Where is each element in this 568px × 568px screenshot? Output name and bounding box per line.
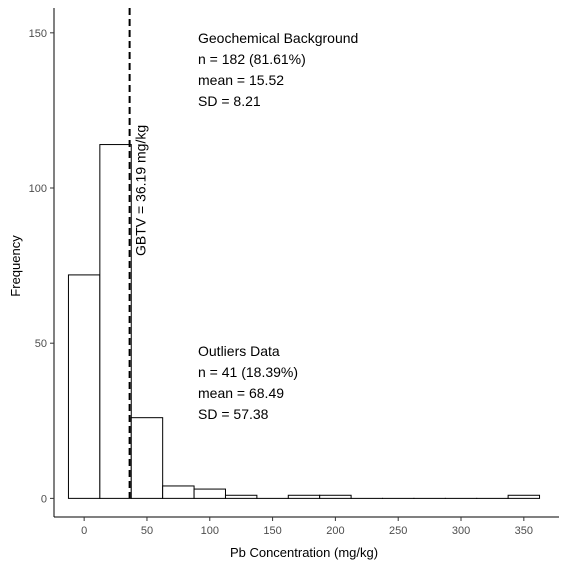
outliers-title: Outliers Data: [198, 343, 280, 359]
histogram-bar-7: [288, 495, 319, 498]
x-tick-label-0: 0: [81, 525, 87, 537]
gbtv-threshold-label: GBTV = 36.19 mg/kg: [133, 125, 149, 256]
outliers-mean: mean = 68.49: [198, 385, 284, 401]
background-annotation: Geochemical Background n = 182 (81.61%) …: [198, 30, 358, 109]
outliers-n: n = 41 (18.39%): [198, 364, 298, 380]
x-tick-label-150: 150: [263, 525, 281, 537]
histogram-bar-0: [68, 275, 99, 498]
x-tick-label-300: 300: [452, 525, 470, 537]
histogram-bar-1: [100, 145, 131, 499]
background-title: Geochemical Background: [198, 30, 358, 46]
x-tick-label-100: 100: [201, 525, 219, 537]
x-axis-title: Pb Concentration (mg/kg): [230, 545, 378, 560]
y-tick-label-0: 0: [41, 493, 47, 505]
y-tick-label-150: 150: [29, 28, 47, 40]
background-n: n = 182 (81.61%): [198, 51, 306, 67]
x-tick-label-350: 350: [515, 525, 533, 537]
x-tick-label-200: 200: [326, 525, 344, 537]
background-sd: SD = 8.21: [198, 93, 261, 109]
x-tick-label-50: 50: [141, 525, 153, 537]
outliers-annotation: Outliers Data n = 41 (18.39%) mean = 68.…: [198, 343, 298, 422]
histogram-bar-8: [320, 495, 351, 498]
histogram-bar-4: [194, 489, 225, 498]
background-mean: mean = 15.52: [198, 72, 284, 88]
histogram-bar-2: [131, 418, 162, 499]
y-tick-label-100: 100: [29, 183, 47, 195]
histogram-bar-5: [225, 495, 256, 498]
histogram-bar-3: [163, 486, 194, 498]
outliers-sd: SD = 57.38: [198, 406, 269, 422]
x-tick-label-250: 250: [389, 525, 407, 537]
y-axis-title: Frequency: [8, 235, 23, 297]
histogram-bar-14: [508, 495, 539, 498]
y-tick-label-50: 50: [35, 338, 47, 350]
